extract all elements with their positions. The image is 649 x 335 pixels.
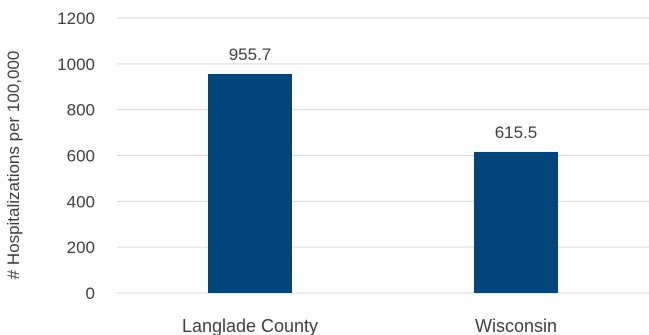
bars <box>208 73 558 294</box>
x-axis-categories: Langlade County Wisconsin <box>182 316 557 335</box>
data-label: 955.7 <box>229 45 272 64</box>
y-tick-label: 0 <box>86 284 95 303</box>
category-label: Langlade County <box>182 316 318 335</box>
data-label: 615.5 <box>495 123 538 142</box>
bar-1 <box>474 151 558 293</box>
gridlines <box>117 17 649 294</box>
y-axis-ticks: 0 200 400 600 800 1000 1200 <box>57 9 95 303</box>
category-label: Wisconsin <box>475 316 557 335</box>
y-tick-label: 400 <box>67 192 95 211</box>
y-tick-label: 1200 <box>57 9 95 28</box>
y-axis-title: # Hospitalizations per 100,000 <box>4 51 23 280</box>
y-tick-label: 1000 <box>57 55 95 74</box>
y-tick-label: 800 <box>67 101 95 120</box>
bar-0 <box>208 73 292 294</box>
y-tick-label: 600 <box>67 147 95 166</box>
y-tick-label: 200 <box>67 238 95 257</box>
data-labels: 955.7 615.5 <box>229 45 538 142</box>
